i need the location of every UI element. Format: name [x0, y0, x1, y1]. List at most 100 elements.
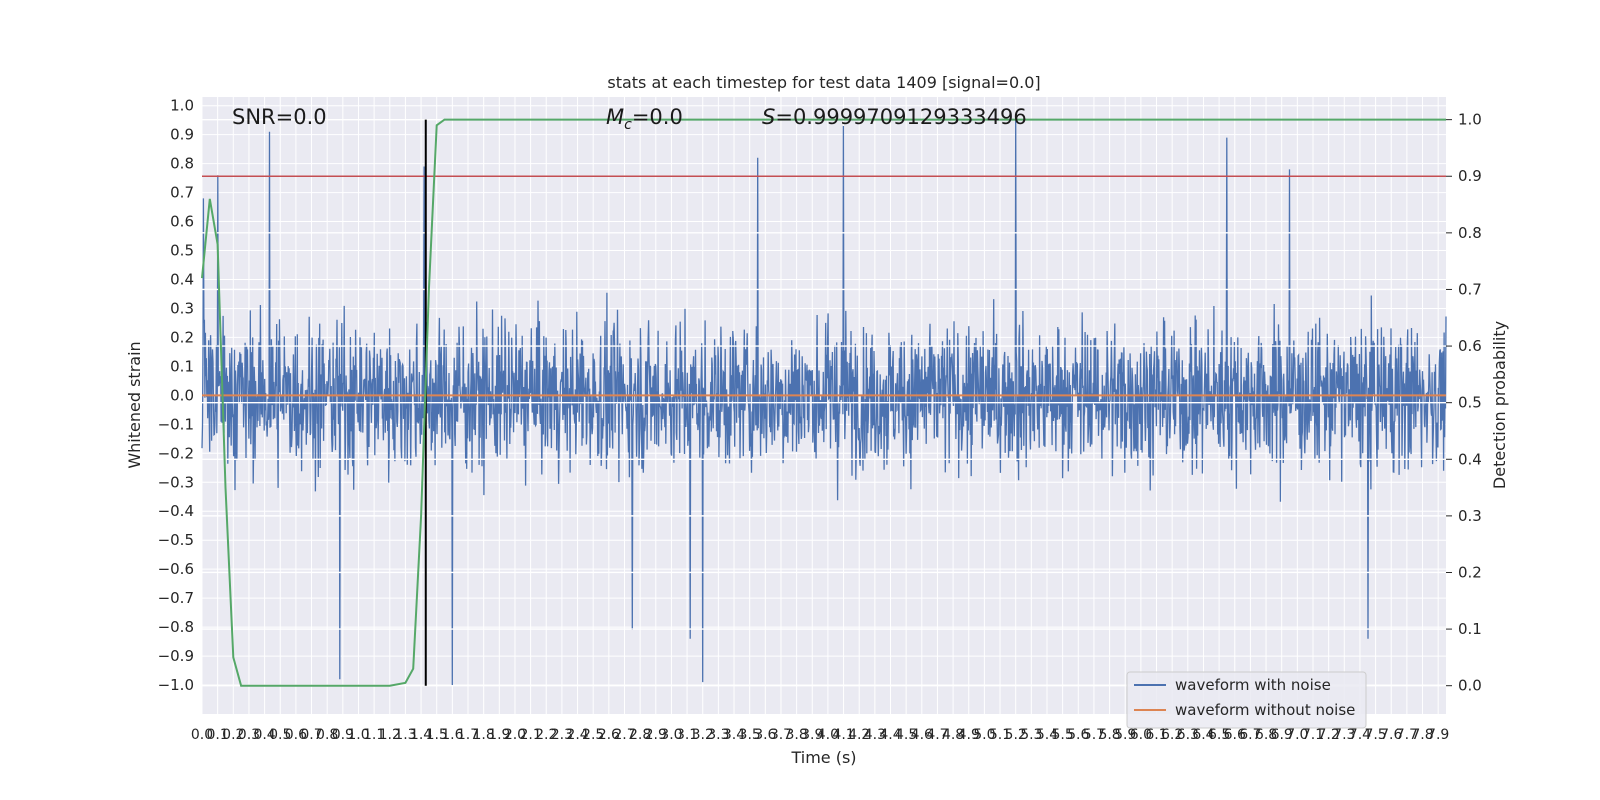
- x-tick-label: 6.8: [1255, 727, 1277, 743]
- y-tick-label: 0.1: [170, 357, 194, 375]
- x-tick-label: 6.2: [1161, 727, 1183, 743]
- legend-label-noise: waveform with noise: [1175, 676, 1331, 694]
- x-tick-label: 6.6: [1224, 727, 1246, 743]
- right-axis-grid-lines: [202, 118, 1446, 687]
- x-tick-label: 3.5: [739, 727, 761, 743]
- x-tick-label: 0.2: [222, 727, 244, 743]
- x-tick-label: 7.8: [1411, 727, 1433, 743]
- x-tick-label: 3.8: [785, 727, 807, 743]
- x-tick-label: 6.5: [1208, 727, 1230, 743]
- x-tick-label: 5.4: [1036, 727, 1058, 743]
- x-tick-label: 3.2: [692, 727, 714, 743]
- right-y-tick-labels: 1.0 0.9 0.8 0.7 0.6 0.5 0.4 0.3 0.2 0.1 0.0: [1446, 111, 1482, 695]
- x-tick-label: 1.9: [488, 727, 510, 743]
- right-y-tick-label: 0.6: [1458, 337, 1482, 355]
- x-tick-label: 5.2: [1005, 727, 1027, 743]
- chirp-mass-value: =0.0: [632, 105, 683, 129]
- x-tick-label: 3.1: [676, 727, 698, 743]
- chirp-mass-symbol: M: [606, 105, 624, 129]
- y-tick-label: 0.6: [170, 213, 194, 231]
- y-tick-label: −0.3: [158, 473, 194, 491]
- x-tick-label: 2.2: [535, 727, 557, 743]
- detection-probability-line: [201, 118, 1446, 687]
- y-tick-label: 0.9: [170, 126, 194, 144]
- right-y-tick-label: 0.5: [1458, 394, 1482, 412]
- right-y-tick-label: 0.8: [1458, 224, 1482, 242]
- y-tick-label: 0.2: [170, 328, 194, 346]
- legend-label-clean: waveform without noise: [1175, 701, 1355, 719]
- score-annotation: S=0.9999709129333496: [762, 105, 1027, 129]
- x-tick-label: 4.3: [864, 727, 886, 743]
- y-tick-label: −0.5: [158, 531, 194, 549]
- legend-box: [1126, 671, 1367, 729]
- x-tick-label: 2.6: [598, 727, 620, 743]
- x-tick-label: 2.9: [645, 727, 667, 743]
- x-tick-label: 3.4: [723, 727, 745, 743]
- x-tick-label: 7.9: [1427, 727, 1449, 743]
- right-y-axis-label: Detection probability: [1490, 321, 1509, 489]
- x-axis-label: Time (s): [790, 748, 856, 767]
- y-tick-label: 0.8: [170, 155, 194, 173]
- y-tick-label: −0.4: [158, 502, 194, 520]
- y-tick-label: 0.7: [170, 184, 194, 202]
- right-y-tick-label: 0.1: [1458, 620, 1482, 638]
- x-tick-label: 5.3: [1020, 727, 1042, 743]
- y-tick-label: −0.6: [158, 560, 194, 578]
- x-tick-label: 2.4: [566, 727, 588, 743]
- right-y-tick-label: 0.0: [1458, 677, 1482, 695]
- x-tick-label: 5.8: [1098, 727, 1120, 743]
- x-tick-label: 1.1: [363, 727, 385, 743]
- x-tick-label: 4.6: [911, 727, 933, 743]
- x-tick-label: 6.9: [1271, 727, 1293, 743]
- x-tick-label: 5.0: [973, 727, 995, 743]
- x-tick-label: 0.8: [316, 727, 338, 743]
- x-tick-label: 4.2: [848, 727, 870, 743]
- x-tick-label: 0.4: [253, 727, 275, 743]
- left-y-tick-labels: 1.0 0.9 0.8 0.7 0.6 0.5 0.4 0.3 0.2 0.1 0.0 −0.1 −0.…: [158, 97, 194, 694]
- x-tick-label: 2.3: [551, 727, 573, 743]
- x-tick-label: 7.2: [1318, 727, 1340, 743]
- x-tick-label: 4.1: [832, 727, 854, 743]
- x-tick-label: 7.0: [1286, 727, 1308, 743]
- x-tick-label: 4.4: [879, 727, 901, 743]
- right-y-tick-label: 0.3: [1458, 507, 1482, 525]
- x-tick-label: 6.0: [1130, 727, 1152, 743]
- x-tick-label: 4.9: [958, 727, 980, 743]
- x-tick-label: 2.7: [613, 727, 635, 743]
- x-tick-label: 6.1: [1145, 727, 1167, 743]
- x-tick-label: 2.1: [519, 727, 541, 743]
- x-tick-label: 1.0: [347, 727, 369, 743]
- x-tick-label: 0.1: [207, 727, 229, 743]
- y-tick-label: 0.3: [170, 299, 194, 317]
- snr-annotation: SNR=0.0: [232, 105, 327, 129]
- x-tick-label: 1.7: [457, 727, 479, 743]
- right-y-tick-label: 1.0: [1458, 111, 1482, 129]
- x-tick-label: 1.3: [394, 727, 416, 743]
- y-tick-label: 0.0: [170, 386, 194, 404]
- x-tick-label: 5.5: [1051, 727, 1073, 743]
- y-tick-label: −1.0: [158, 676, 194, 694]
- x-tick-label: 2.8: [629, 727, 651, 743]
- score-symbol: S: [762, 105, 775, 129]
- x-tick-label: 2.5: [582, 727, 604, 743]
- x-tick-label: 5.6: [1067, 727, 1089, 743]
- chirp-mass-annotation: Mc=0.0: [606, 105, 683, 133]
- x-tick-label: 5.7: [1083, 727, 1105, 743]
- x-tick-label: 6.7: [1239, 727, 1261, 743]
- x-tick-label: 0.5: [269, 727, 291, 743]
- x-tick-label: 5.9: [1114, 727, 1136, 743]
- x-tick-label: 6.3: [1177, 727, 1199, 743]
- detection-probability-series: [201, 118, 1446, 687]
- x-tick-label: 7.1: [1302, 727, 1324, 743]
- x-tick-label: 0.9: [332, 727, 354, 743]
- x-tick-label: 7.7: [1396, 727, 1418, 743]
- y-tick-label: −0.1: [158, 415, 194, 433]
- x-tick-label: 7.4: [1349, 727, 1371, 743]
- y-axis-label: Whitened strain: [125, 341, 144, 468]
- x-tick-label: 3.7: [770, 727, 792, 743]
- x-tick-label: 1.6: [441, 727, 463, 743]
- right-y-tick-label: 0.9: [1458, 167, 1482, 185]
- score-value: =0.9999709129333496: [775, 105, 1026, 129]
- legend: waveform with noise waveform without noi…: [1126, 671, 1367, 729]
